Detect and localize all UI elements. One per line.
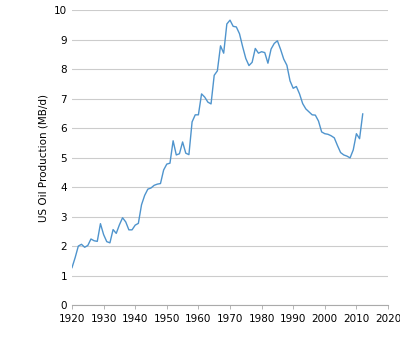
Y-axis label: US Oil Production (MB/d): US Oil Production (MB/d)	[38, 94, 48, 222]
